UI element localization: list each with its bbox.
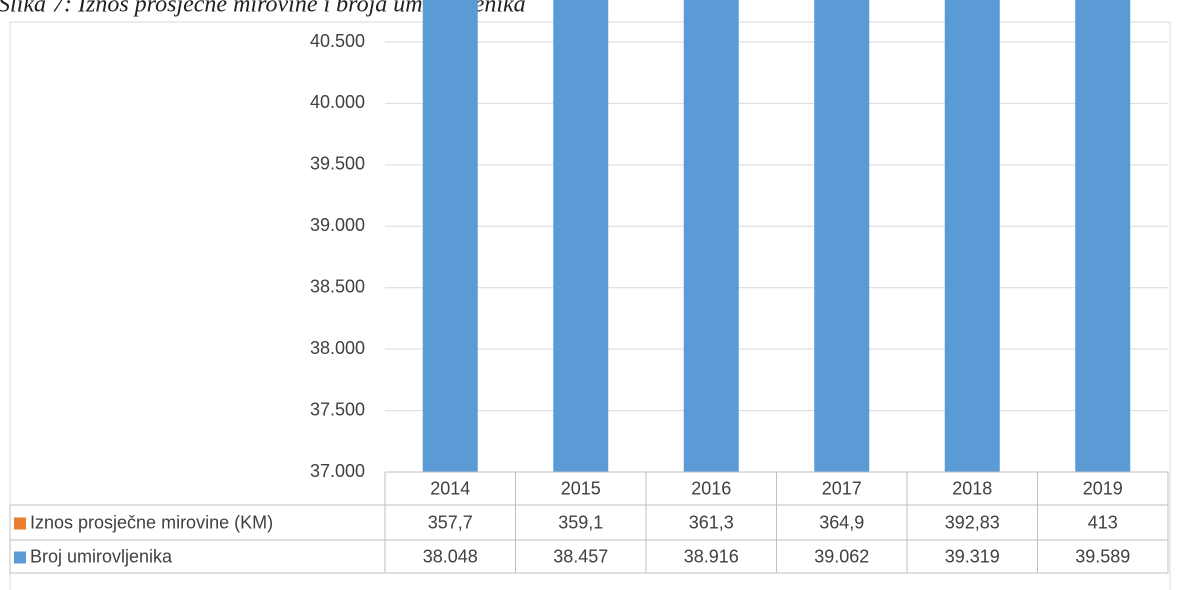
- bar-segment: [814, 0, 870, 472]
- y-tick-label: 37.000: [310, 461, 365, 481]
- table-cell: 364,9: [819, 512, 864, 532]
- table-cell: 39.062: [814, 546, 869, 566]
- legend-label: Broj umirovljenika: [30, 546, 173, 566]
- x-tick-label: 2018: [952, 478, 992, 498]
- y-tick-label: 38.500: [310, 276, 365, 296]
- table-cell: 359,1: [558, 512, 603, 532]
- x-tick-label: 2017: [822, 478, 862, 498]
- y-tick-label: 37.500: [310, 399, 365, 419]
- bar-segment: [422, 0, 478, 472]
- legend-label: Iznos prosječne mirovine (KM): [30, 512, 273, 532]
- y-tick-label: 39.000: [310, 215, 365, 235]
- y-tick-label: 38.000: [310, 338, 365, 358]
- table-cell: 392,83: [945, 512, 1000, 532]
- legend-swatch: [14, 517, 26, 530]
- bar-segment: [944, 0, 1000, 472]
- bar-segment: [683, 0, 739, 472]
- table-cell: 38.457: [553, 546, 608, 566]
- x-tick-label: 2015: [561, 478, 601, 498]
- x-tick-label: 2014: [430, 478, 470, 498]
- x-tick-label: 2016: [691, 478, 731, 498]
- table-cell: 361,3: [689, 512, 734, 532]
- table-cell: 38.048: [423, 546, 478, 566]
- bar-segment: [553, 0, 609, 472]
- y-tick-label: 40.500: [310, 31, 365, 51]
- legend-swatch: [14, 551, 26, 564]
- y-tick-label: 40.000: [310, 92, 365, 112]
- table-cell: 39.589: [1075, 546, 1130, 566]
- table-cell: 38.916: [684, 546, 739, 566]
- x-tick-label: 2019: [1083, 478, 1123, 498]
- table-cell: 357,7: [428, 512, 473, 532]
- chart-title: Slika 7: Iznos prosječne mirovine i broj…: [0, 0, 526, 18]
- table-cell: 39.319: [945, 546, 1000, 566]
- table-cell: 413: [1088, 512, 1118, 532]
- bar-segment: [1075, 0, 1131, 472]
- y-tick-label: 39.500: [310, 154, 365, 174]
